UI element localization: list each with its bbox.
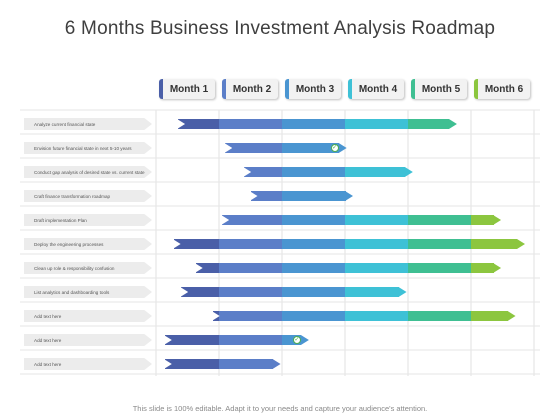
task-label: Add text here bbox=[24, 334, 152, 346]
bar-arrow-head bbox=[493, 215, 502, 225]
task-bar[interactable] bbox=[249, 191, 346, 201]
task-bar[interactable] bbox=[224, 143, 340, 153]
bar-segment-month-3 bbox=[281, 239, 346, 249]
month-tab-2: Month 2 bbox=[222, 79, 278, 99]
bar-tail-notch bbox=[194, 263, 203, 273]
bar-segment-month-2 bbox=[218, 359, 274, 369]
bar-segment-month-5 bbox=[407, 239, 472, 249]
bar-segment-month-2 bbox=[225, 143, 283, 153]
task-label: Deploy the engineering processes bbox=[24, 238, 152, 250]
task-label: List analytics and dashboarding tools bbox=[24, 286, 152, 298]
bar-segment-month-2 bbox=[218, 119, 283, 129]
task-bar[interactable] bbox=[163, 335, 302, 345]
bar-segment-month-1 bbox=[173, 239, 220, 249]
month-tab-6: Month 6 bbox=[474, 79, 530, 99]
bar-arrow-head bbox=[404, 167, 413, 177]
bar-segment-month-1 bbox=[164, 359, 220, 369]
bar-segment-month-3 bbox=[281, 311, 346, 321]
bar-tail-notch bbox=[224, 143, 233, 153]
bar-segment-month-2 bbox=[222, 215, 283, 225]
task-label: Add text here bbox=[24, 310, 152, 322]
task-bar[interactable] bbox=[194, 263, 494, 273]
bar-segment-month-4 bbox=[344, 239, 409, 249]
footer-note: This slide is 100% editable. Adapt it to… bbox=[132, 404, 428, 413]
bar-tail-notch bbox=[180, 287, 189, 297]
bar-segment-month-1 bbox=[178, 119, 220, 129]
bar-tail-notch bbox=[243, 167, 252, 177]
bar-arrow-head bbox=[507, 311, 516, 321]
bar-segment-month-3 bbox=[282, 191, 346, 201]
bar-segment-month-3 bbox=[281, 263, 346, 273]
bar-segment-month-6 bbox=[470, 311, 509, 321]
bar-segment-month-2 bbox=[250, 191, 283, 201]
bar-segment-month-3 bbox=[281, 215, 346, 225]
bar-segment-month-5 bbox=[407, 263, 472, 273]
bar-tail-notch bbox=[211, 311, 220, 321]
task-label: Envision future financial state in next … bbox=[24, 142, 152, 154]
bar-segment-month-3 bbox=[281, 167, 346, 177]
bar-tail-notch bbox=[221, 215, 230, 225]
bar-segment-month-5 bbox=[407, 311, 472, 321]
bar-segment-month-3 bbox=[281, 335, 302, 345]
bar-tail-notch bbox=[163, 359, 172, 369]
bar-arrow-head bbox=[448, 119, 457, 129]
bar-arrow-head bbox=[345, 191, 353, 201]
bar-segment-month-1 bbox=[195, 263, 220, 273]
bar-segment-month-2 bbox=[218, 263, 283, 273]
task-label: Add text here bbox=[24, 358, 152, 370]
bar-segment-month-6 bbox=[470, 239, 518, 249]
task-bar[interactable] bbox=[172, 239, 518, 249]
bar-segment-month-2 bbox=[218, 287, 283, 297]
task-bar[interactable] bbox=[163, 359, 274, 369]
bar-segment-month-1 bbox=[164, 335, 220, 345]
bar-arrow-head bbox=[516, 239, 525, 249]
bar-arrow-head bbox=[338, 143, 347, 153]
bar-segment-month-2 bbox=[218, 239, 283, 249]
month-tab-3: Month 3 bbox=[285, 79, 341, 99]
task-bar[interactable] bbox=[177, 119, 450, 129]
checkmark-icon: ✓ bbox=[330, 144, 339, 152]
bar-segment-month-6 bbox=[470, 263, 494, 273]
bar-segment-month-4 bbox=[344, 287, 400, 297]
bar-segment-month-3 bbox=[281, 143, 340, 153]
bar-tail-notch bbox=[249, 191, 258, 201]
bar-arrow-head bbox=[300, 335, 309, 345]
bar-tail-notch bbox=[163, 335, 172, 345]
bar-segment-month-6 bbox=[470, 215, 494, 225]
bar-segment-month-5 bbox=[407, 119, 450, 129]
task-bar[interactable] bbox=[221, 215, 494, 225]
task-label: Clean up role & responsibility confusion bbox=[24, 262, 152, 274]
bar-segment-month-3 bbox=[281, 287, 346, 297]
bar-arrow-head bbox=[493, 263, 502, 273]
task-label: Craft finance transformation roadmap bbox=[24, 190, 152, 202]
bar-segment-month-1 bbox=[181, 287, 220, 297]
task-bar[interactable] bbox=[180, 287, 400, 297]
bar-tail-notch bbox=[177, 119, 186, 129]
task-bar[interactable] bbox=[243, 167, 406, 177]
checkmark-icon: ✓ bbox=[292, 336, 301, 344]
bar-arrow-head bbox=[398, 287, 407, 297]
page-title: 6 Months Business Investment Analysis Ro… bbox=[64, 18, 496, 39]
month-tab-1: Month 1 bbox=[159, 79, 215, 99]
task-label: Draft implementation Plan bbox=[24, 214, 152, 226]
bar-segment-month-2 bbox=[218, 335, 283, 345]
month-tab-4: Month 4 bbox=[348, 79, 404, 99]
task-bar[interactable] bbox=[211, 311, 509, 321]
bar-segment-month-2 bbox=[218, 311, 283, 321]
month-tab-5: Month 5 bbox=[411, 79, 467, 99]
bar-segment-month-4 bbox=[344, 263, 409, 273]
bar-arrow-head bbox=[272, 359, 281, 369]
task-label: Analyze current financial state bbox=[24, 118, 152, 130]
bar-segment-month-4 bbox=[344, 167, 406, 177]
bar-segment-month-2 bbox=[244, 167, 283, 177]
task-label: Conduct gap analysis of desired state vs… bbox=[24, 166, 152, 178]
bar-tail-notch bbox=[172, 239, 181, 249]
bar-segment-month-4 bbox=[344, 215, 409, 225]
bar-segment-month-4 bbox=[344, 311, 409, 321]
bar-segment-month-5 bbox=[407, 215, 472, 225]
bar-segment-month-3 bbox=[281, 119, 346, 129]
bar-segment-month-4 bbox=[344, 119, 409, 129]
